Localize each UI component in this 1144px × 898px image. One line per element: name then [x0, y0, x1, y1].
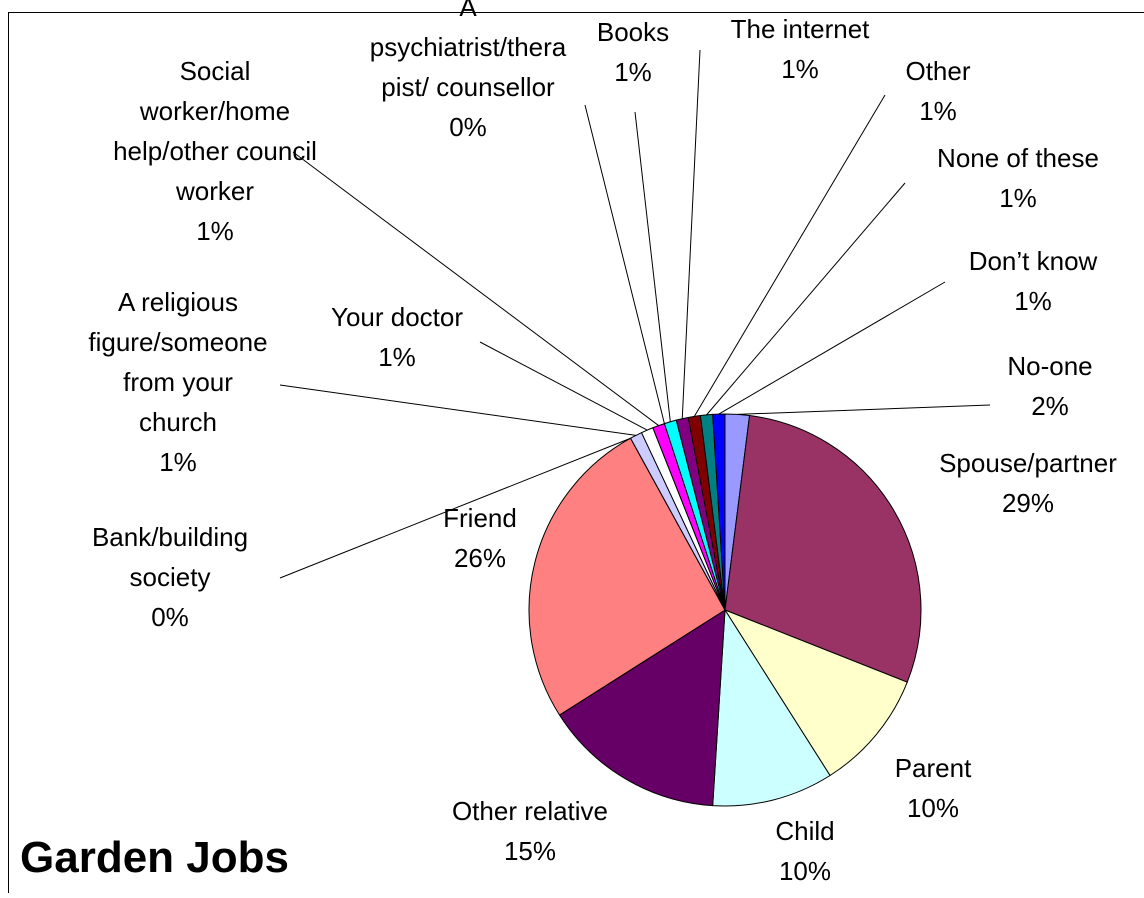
value-label: 1%	[614, 57, 652, 87]
value-label: 2%	[1031, 391, 1069, 421]
value-label: 26%	[454, 543, 506, 573]
slice-label: Books	[597, 17, 669, 47]
slice-label: Don’t know	[969, 246, 1098, 276]
value-label: 1%	[999, 183, 1037, 213]
slice-label: The internet	[731, 14, 871, 44]
value-label: 1%	[378, 342, 416, 372]
slice-label: Other	[905, 56, 970, 86]
value-label: 10%	[907, 793, 959, 823]
slice-label: Your doctor	[331, 302, 463, 332]
chart-title: Garden Jobs	[20, 833, 289, 882]
value-label: 0%	[449, 112, 487, 142]
slice-label: Spouse/partner	[939, 448, 1117, 478]
value-label: 1%	[919, 96, 957, 126]
value-label: 1%	[196, 216, 234, 246]
slice-label: Parent	[895, 753, 972, 783]
slice-label: None of these	[937, 143, 1099, 173]
slice-label: Other relative	[452, 796, 608, 826]
slice-label: No-one	[1007, 351, 1092, 381]
value-label: 15%	[504, 836, 556, 866]
value-label: 1%	[159, 447, 197, 477]
slice-label: Friend	[443, 503, 517, 533]
value-label: 1%	[1014, 286, 1052, 316]
value-label: 29%	[1002, 488, 1054, 518]
value-label: 0%	[151, 602, 189, 632]
slice-label: Child	[775, 816, 834, 846]
value-label: 1%	[781, 54, 819, 84]
value-label: 10%	[779, 856, 831, 886]
